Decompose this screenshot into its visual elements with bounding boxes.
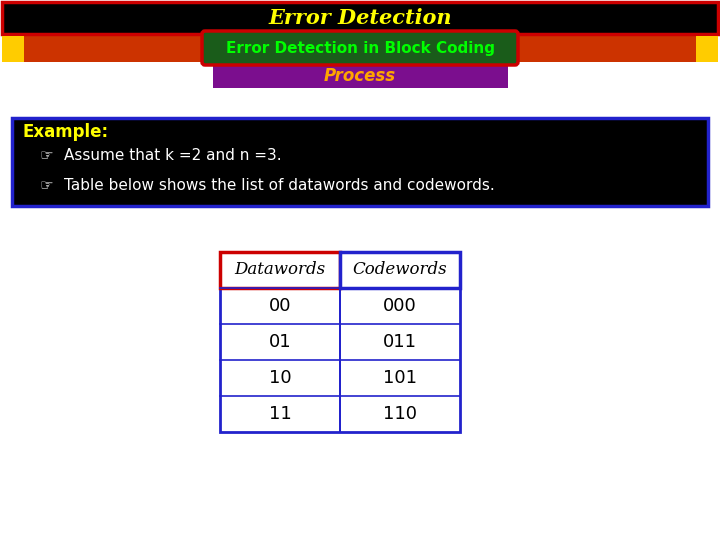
Bar <box>2 36 718 62</box>
Bar <box>12 118 708 206</box>
Bar <box>220 252 340 288</box>
Text: 00: 00 <box>269 297 292 315</box>
Text: 110: 110 <box>383 405 417 423</box>
Bar <box>2 2 718 34</box>
Text: Datawords: Datawords <box>235 261 325 279</box>
Text: Assume that k =2 and n =3.: Assume that k =2 and n =3. <box>64 148 282 164</box>
Text: ☞: ☞ <box>40 179 53 193</box>
Text: 101: 101 <box>383 369 417 387</box>
Bar <box>212 64 508 88</box>
Text: 10: 10 <box>269 369 292 387</box>
Bar <box>220 252 460 432</box>
Text: 11: 11 <box>269 405 292 423</box>
FancyBboxPatch shape <box>202 31 518 65</box>
Text: 01: 01 <box>269 333 292 351</box>
Text: ☞: ☞ <box>40 148 53 164</box>
Text: Process: Process <box>324 67 396 85</box>
Text: Error Detection in Block Coding: Error Detection in Block Coding <box>225 40 495 56</box>
Bar <box>340 252 460 288</box>
Text: Table below shows the list of datawords and codewords.: Table below shows the list of datawords … <box>64 179 495 193</box>
Text: 011: 011 <box>383 333 417 351</box>
Bar <box>2 36 24 62</box>
Bar <box>696 36 718 62</box>
Text: Example:: Example: <box>22 123 108 141</box>
Text: 000: 000 <box>383 297 417 315</box>
Text: Error Detection: Error Detection <box>269 8 451 28</box>
Text: Codewords: Codewords <box>353 261 447 279</box>
